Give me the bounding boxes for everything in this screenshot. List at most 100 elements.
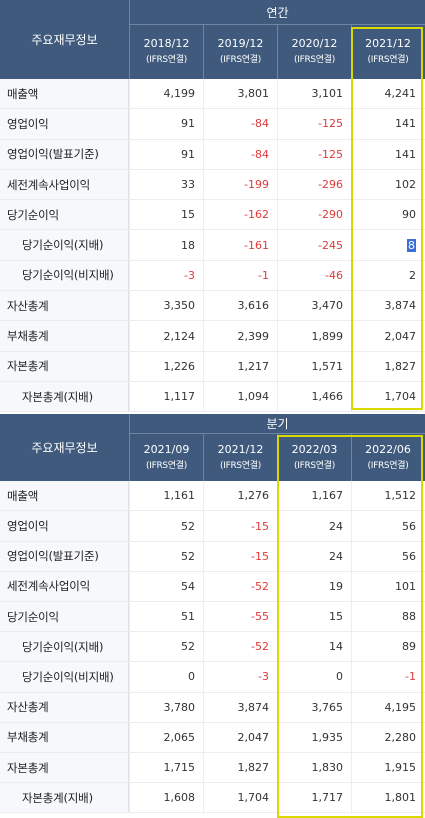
- value-cell: 51: [129, 602, 203, 632]
- text-selection: 8: [407, 238, 416, 252]
- row-label: 당기순이익: [0, 200, 129, 230]
- value-cell: -3: [129, 260, 203, 291]
- row-label: 자산총계: [0, 692, 129, 722]
- table-row: 당기순이익 51 -55 15 88: [0, 602, 425, 633]
- value-cell: 2,065: [129, 722, 203, 752]
- row-label: 자본총계: [0, 351, 129, 381]
- quarterly-row-header: 주요재무정보: [31, 441, 98, 456]
- value-cell: -52: [203, 571, 277, 602]
- value-cell: 1,226: [129, 351, 203, 381]
- value-cell: 1,094: [203, 381, 277, 412]
- value-cell: 1,830: [277, 752, 351, 783]
- row-label: 매출액: [0, 481, 129, 511]
- basis-label: (IFRS연결): [367, 460, 409, 471]
- value-cell: 15: [277, 602, 351, 632]
- value-cell: 3,874: [203, 692, 277, 722]
- basis-label: (IFRS연결): [294, 55, 335, 65]
- period-label: 2022/06: [365, 442, 411, 456]
- annual-table-header: 주요재무정보 연간 2018/12 (IFRS연결) 2019/12 (IFRS연결…: [0, 0, 425, 79]
- period-label: 2021/12: [217, 442, 264, 456]
- value-cell: 56: [351, 511, 424, 541]
- quarterly-financial-table: 주요재무정보 분기 2021/09 (IFRS연결) 2021/12 (IFRS연결…: [0, 414, 425, 818]
- annual-group-label: 연간: [129, 0, 425, 25]
- value-cell: 52: [129, 541, 203, 571]
- value-cell: 4,199: [129, 79, 203, 109]
- quarterly-column-header: 2021/12 (IFRS연결): [203, 434, 277, 482]
- value-cell: -46: [277, 260, 351, 291]
- value-cell: 8: [351, 230, 424, 260]
- value-cell: 24: [277, 511, 351, 541]
- value-cell: 3,470: [277, 291, 351, 321]
- value-cell: -296: [277, 169, 351, 200]
- row-label: 부채총계: [0, 321, 129, 351]
- quarterly-table-body: 매출액 1,161 1,276 1,167 1,512 영업이익 52 -15 24 56 영업이익…: [0, 481, 425, 814]
- value-cell: 1,827: [203, 752, 277, 783]
- quarterly-column-header: 2022/03 (IFRS연결): [277, 434, 351, 482]
- value-cell: -52: [203, 632, 277, 662]
- quarterly-column-header: 2021/09 (IFRS연결): [129, 434, 203, 482]
- value-cell: 1,276: [203, 481, 277, 511]
- value-cell: 1,167: [277, 481, 351, 511]
- value-cell: -84: [203, 109, 277, 139]
- value-cell: 1,801: [351, 783, 424, 813]
- value-cell: 1,217: [203, 351, 277, 381]
- value-cell: -161: [203, 230, 277, 260]
- value-cell: 19: [277, 571, 351, 602]
- basis-label: (IFRS연결): [294, 460, 335, 471]
- annual-column-header: 2020/12 (IFRS연결): [277, 25, 351, 79]
- row-label: 당기순이익(비지배): [0, 662, 129, 692]
- period-label: 2021/09: [143, 442, 190, 456]
- basis-label: (IFRS연결): [367, 55, 409, 65]
- row-label: 부채총계: [0, 722, 129, 752]
- value-cell: 52: [129, 511, 203, 541]
- value-cell: 90: [351, 200, 424, 230]
- value-cell: -125: [277, 109, 351, 139]
- row-label: 자산총계: [0, 291, 129, 321]
- value-cell: 1,117: [129, 381, 203, 412]
- table-row: 자본총계 1,226 1,217 1,571 1,827: [0, 351, 425, 382]
- value-cell: -245: [277, 230, 351, 260]
- value-cell: 1,571: [277, 351, 351, 381]
- value-cell: 2,399: [203, 321, 277, 351]
- table-row: 당기순이익(지배) 52 -52 14 89: [0, 632, 425, 663]
- table-row: 영업이익 52 -15 24 56: [0, 511, 425, 542]
- table-row: 영업이익(발표기준) 52 -15 24 56: [0, 541, 425, 572]
- period-label: 2019/12: [217, 37, 264, 50]
- value-cell: 102: [351, 169, 424, 200]
- value-cell: 52: [129, 632, 203, 662]
- value-cell: 54: [129, 571, 203, 602]
- period-label: 2018/12: [143, 37, 190, 50]
- table-row: 자본총계(지배) 1,608 1,704 1,717 1,801: [0, 783, 425, 814]
- row-label: 영업이익: [0, 109, 129, 139]
- value-cell: 0: [277, 662, 351, 692]
- basis-label: (IFRS연결): [146, 460, 187, 471]
- value-cell: 1,704: [203, 783, 277, 813]
- value-cell: 91: [129, 139, 203, 169]
- value-cell: 1,512: [351, 481, 424, 511]
- value-cell: 3,874: [351, 291, 424, 321]
- value-cell: -15: [203, 541, 277, 571]
- value-cell: 141: [351, 109, 424, 139]
- table-row: 자산총계 3,780 3,874 3,765 4,195: [0, 692, 425, 723]
- value-cell: 33: [129, 169, 203, 200]
- value-cell: -1: [203, 260, 277, 291]
- value-cell: 1,827: [351, 351, 424, 381]
- value-cell: 4,195: [351, 692, 424, 722]
- row-label: 당기순이익(지배): [0, 230, 129, 260]
- value-cell: -162: [203, 200, 277, 230]
- row-label: 당기순이익(비지배): [0, 260, 129, 291]
- row-label: 매출액: [0, 79, 129, 109]
- row-label: 자본총계(지배): [0, 381, 129, 412]
- value-cell: -1: [351, 662, 424, 692]
- quarterly-group-label: 분기: [129, 414, 425, 435]
- value-cell: -290: [277, 200, 351, 230]
- value-cell: 2: [351, 260, 424, 291]
- value-cell: 1,704: [351, 381, 424, 412]
- period-label: 2021/12: [365, 37, 411, 50]
- annual-row-header: 주요재무정보: [31, 33, 98, 47]
- value-cell: 1,608: [129, 783, 203, 813]
- annual-table-body: 매출액 4,199 3,801 3,101 4,241 영업이익 91 -84 -125 141 영…: [0, 79, 425, 413]
- table-row: 자본총계 1,715 1,827 1,830 1,915: [0, 752, 425, 784]
- table-row: 세전계속사업이익 54 -52 19 101: [0, 571, 425, 603]
- value-cell: 89: [351, 632, 424, 662]
